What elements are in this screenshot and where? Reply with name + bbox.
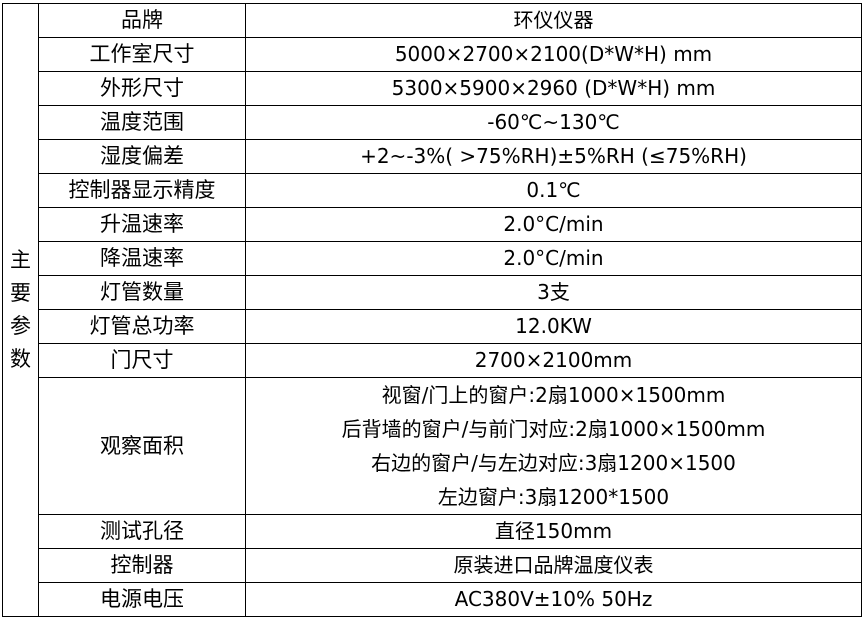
value-line: 3支 xyxy=(537,280,570,304)
table-row: 降温速率 2.0°C/min xyxy=(3,241,862,276)
parameter-name: 观察面积 xyxy=(38,377,246,515)
parameter-value: 12.0KW xyxy=(245,309,862,344)
section-label-char: 要 xyxy=(10,281,31,305)
parameter-name: 测试孔径 xyxy=(38,514,246,549)
parameter-value: +2~-3%( >75%RH)±5%RH (≤75%RH) xyxy=(245,139,862,174)
value-line: 环仪仪器 xyxy=(513,8,594,32)
parameter-name: 控制器 xyxy=(38,548,246,583)
table-row: 温度范围 -60℃~130℃ xyxy=(3,105,862,140)
table-row: 湿度偏差 +2~-3%( >75%RH)±5%RH (≤75%RH) xyxy=(3,139,862,174)
section-label-char: 主 xyxy=(10,248,31,272)
parameter-value: 5300×5900×2960 (D*W*H) mm xyxy=(245,71,862,106)
value-line: 2700×2100mm xyxy=(474,348,633,372)
table-row: 门尺寸 2700×2100mm xyxy=(3,343,862,378)
value-line: 后背墙的窗户/与前门对应:2扇1000×1500mm xyxy=(341,417,766,441)
parameter-name: 升温速率 xyxy=(38,207,246,242)
parameter-value: 2700×2100mm xyxy=(245,343,862,378)
section-label-main-parameters: 主要参数 xyxy=(2,3,39,617)
value-line: 直径150mm xyxy=(494,519,613,543)
table-row: 观察面积 视窗/门上的窗户:2扇1000×1500mm 后背墙的窗户/与前门对应:2… xyxy=(3,377,862,515)
parameter-name: 门尺寸 xyxy=(38,343,246,378)
value-line: 视窗/门上的窗户:2扇1000×1500mm xyxy=(381,383,726,407)
parameter-value: 视窗/门上的窗户:2扇1000×1500mm 后背墙的窗户/与前门对应:2扇100… xyxy=(245,377,862,515)
parameter-name: 品牌 xyxy=(38,3,246,38)
table-row: 灯管总功率 12.0KW xyxy=(3,309,862,344)
value-line: 0.1℃ xyxy=(526,178,581,202)
parameter-name: 控制器显示精度 xyxy=(38,173,246,208)
parameter-name: 降温速率 xyxy=(38,241,246,276)
value-line: AC380V±10% 50Hz xyxy=(454,587,653,611)
table-row: 外形尺寸 5300×5900×2960 (D*W*H) mm xyxy=(3,71,862,106)
value-line: 5000×2700×2100(D*W*H) mm xyxy=(394,42,713,66)
value-line: 原装进口品牌温度仪表 xyxy=(453,553,654,577)
table-row: 升温速率 2.0°C/min xyxy=(3,207,862,242)
table-row: 电源电压 AC380V±10% 50Hz xyxy=(3,582,862,617)
table-row: 测试孔径 直径150mm xyxy=(3,514,862,549)
value-line: 左边窗户:3扇1200*1500 xyxy=(437,485,670,509)
parameter-value: -60℃~130℃ xyxy=(245,105,862,140)
parameter-value: 直径150mm xyxy=(245,514,862,549)
parameters-table: 主要参数品牌 环仪仪器 工作室尺寸 5000×2700×2100(D*W*H) mm 外… xyxy=(2,3,862,617)
parameter-value: 环仪仪器 xyxy=(245,3,862,38)
parameter-value: 原装进口品牌温度仪表 xyxy=(245,548,862,583)
parameter-value: 2.0°C/min xyxy=(245,207,862,242)
parameter-value: 0.1℃ xyxy=(245,173,862,208)
parameter-name: 温度范围 xyxy=(38,105,246,140)
value-line: 2.0°C/min xyxy=(503,246,604,270)
value-line: 右边的窗户/与左边对应:3扇1200×1500 xyxy=(371,451,736,475)
parameter-value: 3支 xyxy=(245,275,862,310)
parameter-name: 电源电压 xyxy=(38,582,246,617)
table-row: 控制器 原装进口品牌温度仪表 xyxy=(3,548,862,583)
parameter-name: 工作室尺寸 xyxy=(38,37,246,72)
value-line: 5300×5900×2960 (D*W*H) mm xyxy=(391,76,716,100)
section-label-char: 数 xyxy=(10,347,31,371)
parameter-value: 2.0°C/min xyxy=(245,241,862,276)
value-line: -60℃~130℃ xyxy=(487,110,620,134)
parameter-value: 5000×2700×2100(D*W*H) mm xyxy=(245,37,862,72)
value-line: 2.0°C/min xyxy=(503,212,604,236)
table-row: 工作室尺寸 5000×2700×2100(D*W*H) mm xyxy=(3,37,862,72)
parameter-name: 外形尺寸 xyxy=(38,71,246,106)
value-line: +2~-3%( >75%RH)±5%RH (≤75%RH) xyxy=(360,144,747,168)
value-line: 12.0KW xyxy=(515,314,592,338)
parameter-name: 灯管数量 xyxy=(38,275,246,310)
parameter-name: 灯管总功率 xyxy=(38,309,246,344)
parameter-name: 湿度偏差 xyxy=(38,139,246,174)
parameter-value: AC380V±10% 50Hz xyxy=(245,582,862,617)
table-row: 主要参数品牌 环仪仪器 xyxy=(2,3,862,617)
table-row: 控制器显示精度 0.1℃ xyxy=(3,173,862,208)
table-row: 灯管数量 3支 xyxy=(3,275,862,310)
section-label-char: 参 xyxy=(10,314,31,338)
